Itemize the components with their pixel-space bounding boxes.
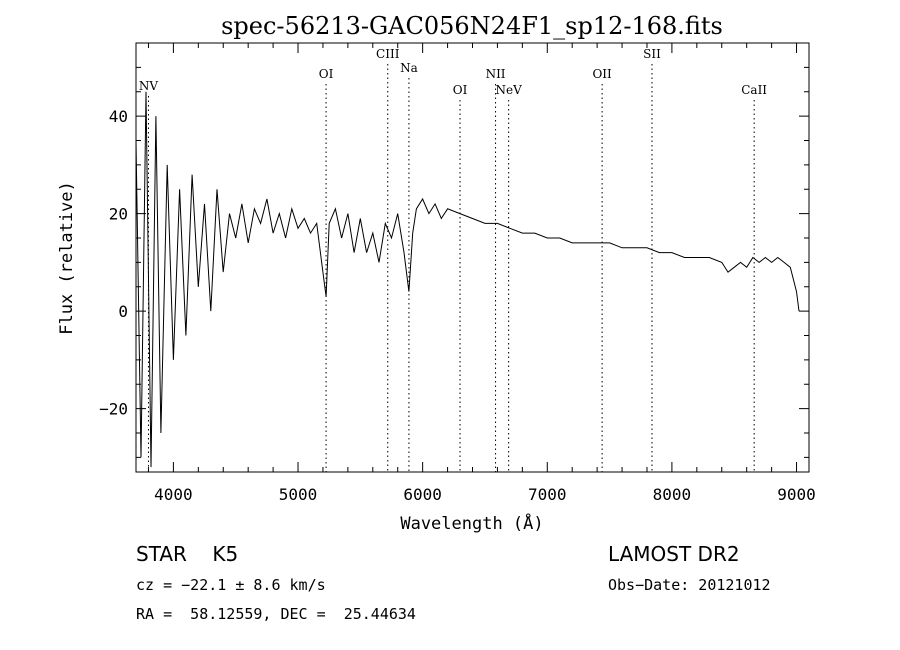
axis-ticks: 4000 5000 6000 7000 8000 9000 −20 0 20 40 (99, 43, 816, 504)
y-tick-label: 20 (109, 205, 128, 224)
observation-date: Obs−Date: 20121012 (608, 576, 771, 594)
survey-name: LAMOST DR2 (608, 542, 740, 566)
line-label: CaII (741, 83, 767, 97)
line-label: Na (400, 61, 418, 75)
line-label: NeV (496, 83, 523, 97)
line-label: OI (319, 67, 334, 81)
x-tick-label: 6000 (403, 485, 442, 504)
line-label: SII (643, 47, 661, 61)
line-label: OI (453, 83, 468, 97)
line-label: NV (139, 79, 159, 93)
y-axis-label: Flux (relative) (57, 181, 77, 335)
line-label: OII (592, 67, 612, 81)
object-class: STAR K5 (136, 542, 239, 566)
line-label: NII (486, 67, 506, 81)
sky-coordinates: RA = 58.12559, DEC = 25.44634 (136, 605, 416, 623)
x-tick-label: 4000 (154, 485, 193, 504)
y-tick-label: 40 (109, 107, 128, 126)
x-tick-label: 7000 (528, 485, 567, 504)
x-tick-label: 8000 (653, 485, 692, 504)
chart-title: spec-56213-GAC056N24F1_sp12-168.fits (221, 12, 723, 40)
redshift-velocity: cz = −22.1 ± 8.6 km/s (136, 576, 326, 594)
y-tick-label: −20 (99, 400, 128, 419)
x-tick-label: 9000 (777, 485, 816, 504)
line-label: CIII (376, 47, 400, 61)
spectrum-line (135, 91, 800, 468)
y-tick-label: 0 (118, 302, 128, 321)
x-axis-label: Wavelength (Å) (400, 512, 543, 534)
x-tick-label: 5000 (279, 485, 318, 504)
